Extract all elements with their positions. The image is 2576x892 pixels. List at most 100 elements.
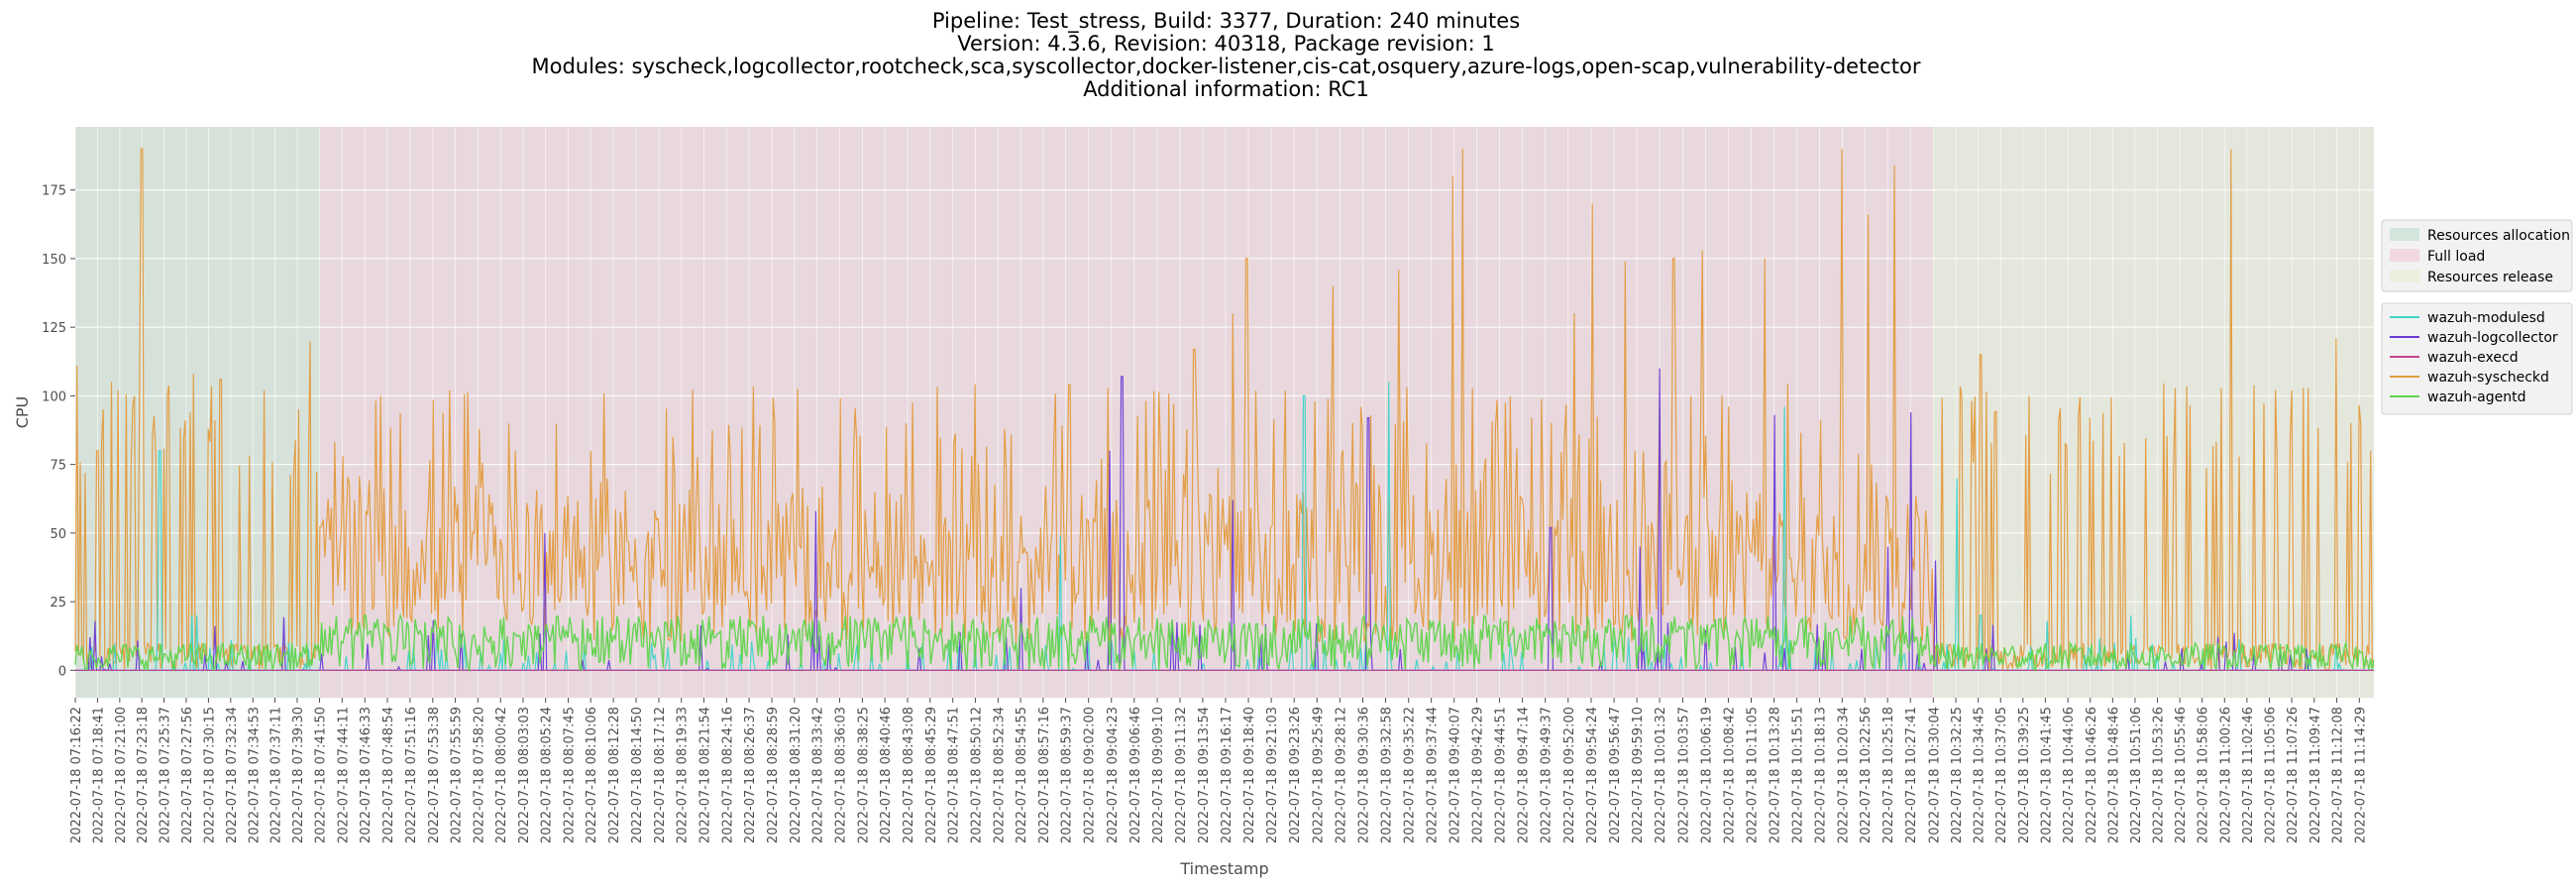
x-tick-label-36: 2022-07-18 08:40:46 [879,707,894,843]
x-tick-label-92: 2022-07-18 10:53:26 [2152,707,2167,843]
x-tick-label-50: 2022-07-18 09:13:54 [1197,707,1212,843]
x-tick-label-52: 2022-07-18 09:18:40 [1242,707,1257,843]
x-tick-label-3: 2022-07-18 07:23:18 [136,707,151,843]
x-tick-label-78: 2022-07-18 10:20:34 [1836,707,1851,843]
x-tick-label-30: 2022-07-18 08:26:37 [743,707,758,843]
x-tick-label-53: 2022-07-18 09:21:03 [1265,707,1280,843]
x-tick-label-22: 2022-07-18 08:07:45 [562,707,577,843]
x-tick-label-61: 2022-07-18 09:40:07 [1449,707,1463,843]
y-tick-label-0: 0 [58,664,66,679]
title-line-2: Version: 4.3.6, Revision: 40318, Package… [957,32,1495,56]
x-tick-label-41: 2022-07-18 08:52:34 [992,707,1007,843]
x-tick-label-12: 2022-07-18 07:44:11 [336,707,351,843]
x-tick-label-1: 2022-07-18 07:18:41 [91,707,106,843]
x-tick-label-27: 2022-07-18 08:19:33 [676,707,691,843]
y-axis: 0 25 50 75 100 125 150 175 [42,184,75,679]
legend-phases: Resources allocation Full load Resources r… [2381,219,2573,292]
x-tick-label-73: 2022-07-18 10:08:42 [1722,707,1737,843]
x-tick-label-95: 2022-07-18 11:00:26 [2218,707,2233,843]
x-tick-label-91: 2022-07-18 10:51:06 [2129,707,2144,843]
legend-series-label-4: wazuh-agentd [2427,390,2526,405]
x-tick-label-42: 2022-07-18 08:54:55 [1015,707,1029,843]
series-line-wazuh-agentd [74,613,2375,673]
x-tick-label-67: 2022-07-18 09:54:24 [1585,707,1600,843]
x-tick-label-4: 2022-07-18 07:25:37 [159,707,173,843]
x-tick-label-34: 2022-07-18 08:36:03 [833,707,848,843]
y-tick-label-4: 100 [42,390,66,404]
x-tick-label-55: 2022-07-18 09:25:49 [1311,707,1326,843]
x-tick-label-43: 2022-07-18 08:57:16 [1037,707,1052,843]
x-tick-label-40: 2022-07-18 08:50:12 [969,707,984,843]
y-tick-label-6: 150 [42,253,66,268]
x-tick-label-35: 2022-07-18 08:38:25 [856,707,871,843]
title-line-1: Pipeline: Test_stress, Build: 3377, Dura… [931,9,1521,33]
x-tick-label-68: 2022-07-18 09:56:47 [1608,707,1623,843]
y-tick-label-2: 50 [50,527,66,542]
x-tick-label-51: 2022-07-18 09:16:17 [1220,707,1234,843]
chart-title: Pipeline: Test_stress, Build: 3377, Dura… [0,10,2452,101]
x-axis: 2022-07-18 07:16:22 2022-07-18 07:18:41 20… [69,698,2368,843]
x-tick-label-99: 2022-07-18 11:09:47 [2308,707,2323,843]
series-lines [74,148,2375,673]
x-tick-label-2: 2022-07-18 07:21:00 [114,707,129,843]
x-tick-label-84: 2022-07-18 10:34:45 [1973,707,1987,843]
x-tick-label-14: 2022-07-18 07:48:54 [381,707,396,843]
title-line-4: Additional information: RC1 [1083,77,1369,101]
x-tick-label-10: 2022-07-18 07:39:30 [291,707,306,843]
x-tick-label-62: 2022-07-18 09:42:29 [1471,707,1486,843]
legend-phase-label-2: Resources release [2427,270,2553,285]
x-tick-label-66: 2022-07-18 09:52:00 [1562,707,1577,843]
x-tick-label-86: 2022-07-18 10:39:25 [2017,707,2032,843]
x-tick-label-45: 2022-07-18 09:02:00 [1083,707,1098,843]
x-tick-label-57: 2022-07-18 09:30:36 [1357,707,1372,843]
y-axis-label: CPU [13,396,32,429]
x-tick-label-16: 2022-07-18 07:53:38 [427,707,442,843]
x-tick-label-59: 2022-07-18 09:35:22 [1403,707,1418,843]
x-tick-label-25: 2022-07-18 08:14:50 [630,707,645,843]
legend-phases-box [2381,219,2573,292]
x-tick-label-93: 2022-07-18 10:55:46 [2174,707,2189,843]
y-tick-label-7: 175 [42,184,66,199]
x-tick-label-21: 2022-07-18 08:05:24 [540,707,555,843]
x-tick-label-94: 2022-07-18 10:58:06 [2197,707,2211,843]
x-tick-label-32: 2022-07-18 08:31:20 [789,707,804,843]
x-tick-label-17: 2022-07-18 07:55:59 [450,707,465,843]
x-tick-label-37: 2022-07-18 08:43:08 [902,707,916,843]
x-tick-label-97: 2022-07-18 11:05:06 [2263,707,2278,843]
x-tick-label-9: 2022-07-18 07:37:11 [269,707,284,843]
legend-series-label-1: wazuh-logcollector [2427,330,2558,346]
x-tick-label-54: 2022-07-18 09:23:26 [1288,707,1303,843]
x-tick-label-60: 2022-07-18 09:37:44 [1426,707,1441,843]
x-tick-label-90: 2022-07-18 10:48:46 [2106,707,2121,843]
x-tick-label-79: 2022-07-18 10:22:56 [1859,707,1874,843]
x-tick-label-11: 2022-07-18 07:41:50 [314,707,329,843]
x-tick-label-33: 2022-07-18 08:33:42 [811,707,826,843]
x-tick-label-72: 2022-07-18 10:06:19 [1699,707,1714,843]
x-tick-label-44: 2022-07-18 08:59:37 [1060,707,1075,843]
y-tick-label-1: 25 [50,596,66,611]
x-tick-label-77: 2022-07-18 10:18:13 [1814,707,1829,843]
x-tick-label-80: 2022-07-18 10:25:18 [1881,707,1896,843]
x-tick-label-31: 2022-07-18 08:28:59 [766,707,781,843]
x-tick-label-96: 2022-07-18 11:02:46 [2241,707,2256,843]
x-tick-label-39: 2022-07-18 08:47:51 [947,707,962,843]
x-tick-label-89: 2022-07-18 10:46:26 [2085,707,2099,843]
legend-series-box [2381,302,2573,415]
x-tick-label-0: 2022-07-18 07:16:22 [69,707,84,843]
series-line-wazuh-syscheckd [74,148,2375,673]
x-tick-label-24: 2022-07-18 08:12:28 [607,707,622,843]
x-tick-label-6: 2022-07-18 07:30:15 [202,707,217,843]
x-tick-label-5: 2022-07-18 07:27:56 [180,707,195,843]
x-tick-label-20: 2022-07-18 08:03:03 [517,707,532,843]
title-line-3: Modules: syscheck,logcollector,rootcheck… [531,55,1921,78]
legend-phase-swatch-0 [2390,228,2419,241]
x-tick-label-83: 2022-07-18 10:32:25 [1950,707,1965,843]
x-tick-label-13: 2022-07-18 07:46:33 [359,707,374,843]
x-axis-label: Timestamp [1179,859,1268,878]
x-tick-label-63: 2022-07-18 09:44:51 [1494,707,1509,843]
x-tick-label-85: 2022-07-18 10:37:05 [1994,707,2009,843]
x-tick-label-18: 2022-07-18 07:58:20 [472,707,486,843]
x-tick-label-100: 2022-07-18 11:12:08 [2331,707,2346,843]
phase-band-2 [1933,127,2374,698]
